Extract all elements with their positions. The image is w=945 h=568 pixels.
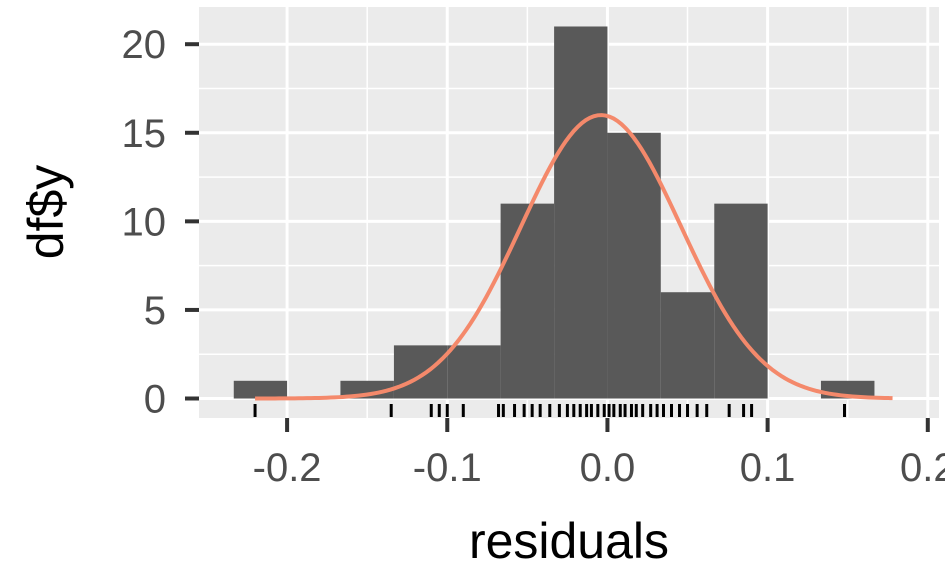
histogram-bar — [500, 203, 555, 399]
y-tick-label: 5 — [144, 289, 166, 333]
y-tick-label: 0 — [144, 378, 166, 422]
rug-marks — [253, 404, 846, 417]
density-curve — [255, 113, 893, 401]
histogram-bar — [447, 345, 501, 399]
x-tick-label: -0.1 — [413, 446, 482, 490]
x-tick-label: 0.0 — [580, 446, 636, 490]
histogram-bar — [660, 292, 715, 399]
y-axis: 0 5 10 15 20 — [122, 23, 199, 422]
histogram-bar — [554, 26, 608, 399]
y-tick-label: 15 — [122, 112, 167, 156]
histogram-bars — [233, 26, 875, 399]
histogram-bar — [233, 380, 288, 399]
y-axis-title: df$y — [18, 165, 74, 260]
y-tick-label: 10 — [122, 200, 167, 244]
x-axis: -0.2 -0.1 0.0 0.1 0.2 — [253, 418, 945, 490]
histogram-bar — [714, 203, 768, 399]
histogram-bar — [393, 345, 448, 399]
x-tick-label: 0.2 — [900, 446, 945, 490]
y-tick-label: 20 — [122, 23, 167, 67]
x-tick-label: -0.2 — [253, 446, 322, 490]
x-axis-title: residuals — [469, 513, 669, 568]
histogram-bar — [607, 132, 661, 399]
x-tick-label: 0.1 — [740, 446, 796, 490]
